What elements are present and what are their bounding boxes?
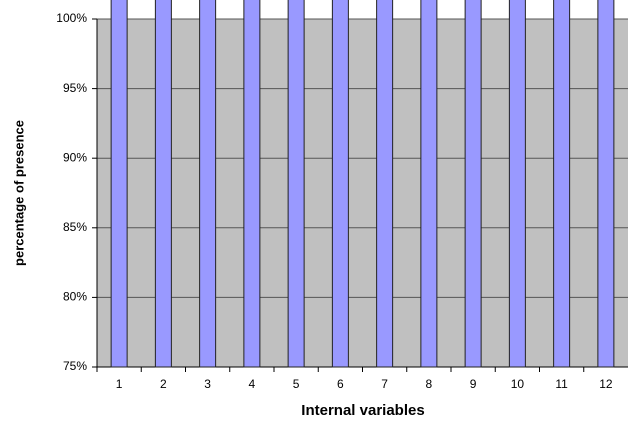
bar-segment (597, 0, 615, 368)
bar-segment (553, 0, 571, 368)
x-tick-label: 7 (381, 377, 388, 391)
x-tick-label: 11 (555, 377, 568, 391)
x-tick-label: 3 (204, 377, 211, 391)
bar-segment (376, 0, 394, 368)
y-tick-label: 75% (63, 359, 87, 373)
bar-segment (154, 0, 172, 368)
y-tick-label: 95% (63, 81, 87, 95)
bar-segment (464, 0, 482, 368)
y-tick-label: 85% (63, 220, 87, 234)
x-axis-title: Internal variables (301, 402, 424, 419)
y-axis-title: percentage of presence (11, 120, 26, 266)
x-tick-label: 10 (511, 377, 525, 391)
x-tick-label: 4 (249, 377, 256, 391)
x-tick-label: 2 (160, 377, 167, 391)
x-tick-label: 12 (599, 377, 613, 391)
x-tick-label: 9 (470, 377, 477, 391)
x-tick-label: 5 (293, 377, 300, 391)
bar-segment (243, 0, 261, 368)
bar-segment (508, 0, 526, 368)
y-tick-label: 100% (56, 11, 87, 25)
x-tick-label: 8 (426, 377, 433, 391)
bar-segment (199, 0, 217, 368)
bar-segment (110, 0, 128, 368)
x-tick-label: 6 (337, 377, 344, 391)
x-tick-label: 1 (116, 377, 123, 391)
plot-area (97, 19, 628, 367)
bar-segment (331, 0, 349, 368)
y-tick-label: 80% (63, 290, 87, 304)
bar-segment (287, 0, 305, 368)
y-tick-label: 90% (63, 150, 87, 164)
bar-segment (420, 0, 438, 368)
